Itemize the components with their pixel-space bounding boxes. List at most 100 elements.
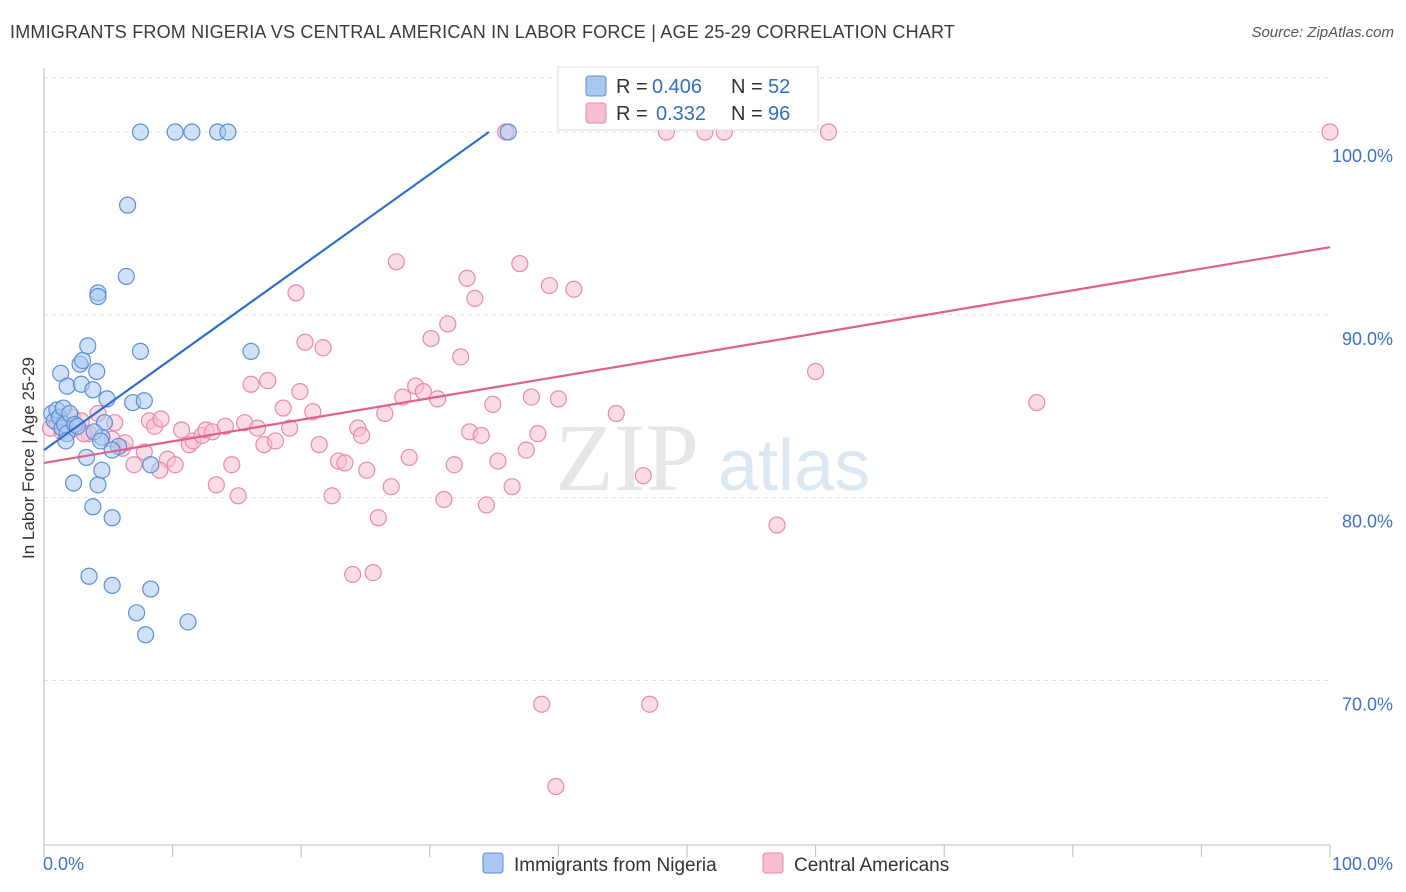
central-american-point-51 (382, 478, 400, 496)
nigeria-point-27 (89, 476, 107, 494)
nigeria-point-44 (117, 267, 135, 286)
central-american-point-68 (484, 395, 502, 413)
source-credit: Source: ZipAtlas.com (1251, 24, 1394, 41)
nigeria-point-18 (88, 362, 106, 381)
nigeria-point-36 (80, 567, 98, 585)
central-american-point-52 (387, 253, 405, 271)
central-american-point-18 (173, 421, 191, 439)
central-american-point-74 (522, 388, 540, 406)
central-american-point-87 (819, 123, 838, 141)
central-american-point-39 (304, 403, 322, 421)
central-american-point-95 (353, 426, 371, 445)
nigeria-point-35 (103, 509, 121, 527)
central-american-point-36 (287, 284, 305, 302)
nigeria-point-24 (91, 432, 110, 450)
nigeria-point-34 (84, 498, 102, 516)
nigeria-point-37 (103, 576, 121, 594)
nigeria-point-53 (499, 123, 517, 141)
central-american-point-40 (310, 436, 328, 454)
central-american-point-56 (414, 382, 432, 401)
central-american-point-32 (259, 372, 277, 390)
nigeria-point-26 (64, 474, 83, 492)
nigeria-point-43 (89, 287, 107, 306)
central-american-point-77 (549, 390, 568, 408)
central-american-point-44 (336, 454, 354, 472)
trendlines (43, 131, 1331, 464)
nigeria-point-40 (136, 626, 155, 644)
nigeria-trendline (43, 131, 490, 451)
legend-n-label-pink: N = (731, 103, 763, 125)
nigeria-point-46 (131, 342, 150, 360)
y-tick-labels: 70.0% 80.0% 90.0% 100.0% (1332, 146, 1393, 714)
central-american-point-86 (806, 362, 825, 381)
central-american-point-26 (223, 456, 241, 474)
central-american-point-57 (422, 329, 440, 348)
central-american-point-11 (125, 456, 143, 474)
legend-label-central-americans: Central Americans (794, 855, 949, 876)
central-american-point-35 (281, 419, 299, 437)
central-american-point-89 (1321, 123, 1339, 141)
central-american-point-69 (489, 452, 507, 470)
gridlines (44, 77, 1330, 681)
central-american-point-79 (607, 404, 625, 423)
x-tick-label-max: 100.0% (1332, 854, 1393, 874)
legend-r-value-pink: 0.332 (656, 103, 706, 125)
watermark-atlas: atlas (718, 426, 870, 506)
legend-n-value-blue: 52 (768, 76, 790, 98)
central-american-point-90 (533, 695, 551, 713)
nigeria-point-48 (131, 123, 150, 141)
chart-title: IMMIGRANTS FROM NIGERIA VS CENTRAL AMERI… (10, 22, 956, 42)
central-american-point-85 (768, 516, 786, 534)
central-american-point-15 (152, 410, 170, 428)
central-american-point-50 (376, 404, 394, 423)
legend-r-value-blue: 0.406 (652, 76, 702, 98)
central-american-point-78 (565, 280, 583, 298)
central-american-point-81 (641, 695, 659, 713)
central-american-point-72 (511, 255, 529, 273)
central-american-point-34 (274, 399, 292, 417)
central-american-point-37 (291, 382, 309, 401)
central-american-point-25 (216, 417, 234, 435)
central-american-point-62 (452, 348, 470, 366)
central-american-point-61 (445, 456, 463, 474)
central-american-point-65 (466, 289, 484, 307)
central-american-trendline (43, 246, 1331, 464)
central-american-point-73 (517, 441, 535, 459)
nigeria-point-13 (58, 377, 76, 395)
legend-r-label-pink: R = (616, 103, 648, 125)
legend-swatch-nigeria (482, 852, 504, 874)
central-american-point-88 (1028, 393, 1046, 412)
central-american-point-71 (503, 478, 521, 496)
central-american-point-75 (529, 425, 547, 443)
central-american-point-48 (364, 563, 382, 582)
nigeria-point-32 (135, 392, 153, 410)
central-american-point-59 (435, 490, 453, 509)
central-american-point-24 (207, 476, 225, 494)
y-tick-label-70: 70.0% (1342, 694, 1393, 714)
correlation-legend: R = 0.406 N = 52 R = 0.332 N = 96 (557, 66, 819, 131)
central-american-point-67 (477, 496, 495, 514)
central-american-point-49 (369, 509, 387, 527)
central-american-point-33 (266, 432, 285, 450)
legend-label-nigeria: Immigrants from Nigeria (514, 855, 717, 876)
central-american-point-66 (472, 426, 490, 445)
central-american-point-63 (458, 269, 476, 287)
nigeria-point-52 (219, 123, 237, 141)
central-american-point-60 (439, 315, 457, 333)
central-american-point-29 (242, 375, 260, 393)
central-american-point-54 (400, 448, 418, 467)
y-tick-label-80: 80.0% (1342, 512, 1393, 532)
central-american-point-76 (540, 276, 558, 295)
central-american-point-41 (314, 339, 332, 357)
legend-swatch-blue (585, 75, 607, 97)
legend-n-value-pink: 96 (768, 103, 790, 125)
nigeria-point-33 (142, 456, 160, 474)
nigeria-point-16 (79, 337, 97, 355)
nigeria-point-41 (179, 613, 197, 631)
central-american-point-42 (323, 487, 341, 505)
series-legend: Immigrants from Nigeria Central American… (482, 852, 949, 876)
nigeria-point-38 (142, 580, 160, 598)
y-axis-label: In Labor Force | Age 25-29 (19, 357, 38, 559)
legend-swatch-central-americans (762, 852, 784, 874)
legend-r-label-blue: R = (616, 76, 648, 98)
